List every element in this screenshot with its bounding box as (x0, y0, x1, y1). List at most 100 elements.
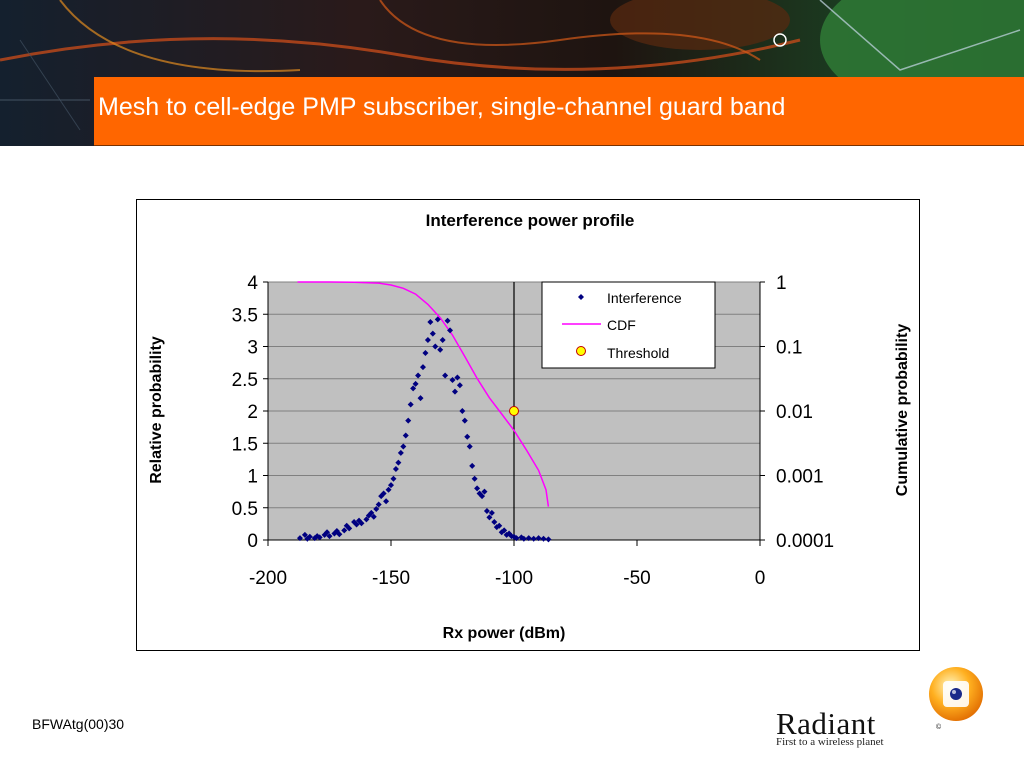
interference-point (341, 527, 348, 534)
interference-point (388, 482, 394, 489)
interference-point (412, 380, 419, 387)
interference-point (451, 388, 458, 395)
chart-legend: Interference CDF Threshold (541, 281, 716, 369)
interference-point (518, 534, 525, 541)
interference-point (375, 501, 382, 508)
interference-point (402, 432, 409, 439)
interference-point (407, 401, 414, 408)
interference-point (427, 318, 434, 325)
y-axis-label: Relative probability (148, 336, 165, 484)
interference-point (540, 535, 547, 542)
interference-point (306, 533, 313, 540)
interference-point (444, 317, 451, 324)
interference-point (326, 533, 333, 540)
interference-point (488, 509, 495, 516)
interference-point (459, 408, 466, 414)
interference-point (370, 513, 377, 520)
interference-point (395, 459, 402, 466)
interference-point (434, 316, 441, 323)
interference-point (483, 507, 490, 514)
interference-point (373, 506, 380, 513)
y-tick-label: 3 (247, 338, 258, 359)
interference-point (417, 395, 424, 402)
interference-point (491, 518, 498, 525)
interference-point (383, 498, 390, 505)
interference-point (493, 524, 500, 531)
interference-point (336, 531, 343, 538)
y2-tick-label: 0.1 (776, 338, 802, 359)
interference-point (511, 533, 517, 540)
y-tick-label: 3.5 (232, 305, 258, 326)
logo-wordmark: Radiant (776, 706, 876, 741)
interference-point (363, 516, 370, 523)
header-banner: Mesh to cell-edge PMP subscriber, single… (0, 0, 1024, 146)
interference-point (464, 433, 471, 440)
x-tick-label: 0 (755, 568, 766, 589)
interference-point (503, 531, 510, 538)
y2-tick-label: 1 (776, 273, 787, 294)
interference-point (321, 531, 328, 538)
interference-point (508, 533, 515, 540)
title-bar: Mesh to cell-edge PMP subscriber, single… (94, 77, 1024, 146)
interference-point (513, 535, 520, 542)
interference-chart: Interference power profile Rx power (dBm… (148, 211, 911, 642)
interference-point (304, 535, 311, 542)
y-tick-label: 4 (247, 273, 258, 294)
logo-tagline: First to a wireless planet (776, 736, 884, 748)
interference-point (356, 517, 363, 524)
x-tick-label: -200 (249, 568, 287, 589)
interference-point (469, 462, 476, 469)
interference-point (415, 372, 422, 379)
interference-point (525, 535, 532, 542)
y2-tick-label: 0.01 (776, 402, 813, 423)
interference-point (437, 346, 444, 353)
interference-point (454, 374, 461, 381)
x-tick-label: -150 (372, 568, 410, 589)
interference-point (442, 372, 449, 379)
interference-point (346, 525, 353, 532)
interference-point (456, 382, 463, 389)
interference-point (424, 337, 431, 344)
interference-point (296, 535, 303, 542)
radiant-logo: Radiant © First to a wireless planet (770, 666, 990, 750)
interference-point (429, 330, 436, 337)
interference-point (390, 475, 397, 482)
y2-axis-label: Cumulative probability (894, 324, 911, 497)
legend-label-cdf: CDF (607, 317, 636, 333)
interference-point (419, 364, 426, 371)
y2-tick-label: 0.001 (776, 467, 824, 488)
logo-emblem-icon (929, 667, 983, 721)
interference-point (422, 349, 429, 356)
interference-point (496, 522, 503, 529)
interference-point (353, 521, 360, 528)
x-tick-label: -100 (495, 568, 533, 589)
interference-point (474, 485, 481, 492)
chart-frame: Interference power profile Rx power (dBm… (136, 199, 920, 651)
plot-area: 0 0.5 1 1.5 2 2.5 3 3.5 4 0.0001 0.001 0.01 0.1 1 -200… (232, 273, 835, 589)
interference-point (301, 531, 308, 538)
interference-point (520, 535, 527, 542)
interference-point (358, 520, 365, 527)
interference-point (324, 529, 331, 536)
legend-box (541, 281, 716, 369)
y2-tick-label: 0.0001 (776, 531, 834, 552)
interference-point (385, 486, 392, 493)
interference-point (380, 490, 387, 497)
interference-point (501, 527, 508, 534)
legend-marker-interference (578, 294, 584, 300)
interference-point (535, 535, 542, 542)
interference-point (397, 449, 404, 456)
logo-trademark: © (936, 724, 942, 731)
interference-point (316, 534, 323, 541)
interference-point (447, 327, 454, 334)
interference-point (530, 535, 537, 542)
chart-title: Interference power profile (426, 211, 635, 230)
interference-point (449, 377, 456, 384)
slide-title: Mesh to cell-edge PMP subscriber, single… (98, 93, 786, 121)
interference-point (405, 417, 412, 424)
y-tick-label: 0.5 (232, 499, 258, 520)
interference-point (410, 385, 417, 392)
interference-point (486, 514, 493, 521)
interference-point (432, 343, 439, 350)
legend-marker-threshold (576, 346, 586, 356)
